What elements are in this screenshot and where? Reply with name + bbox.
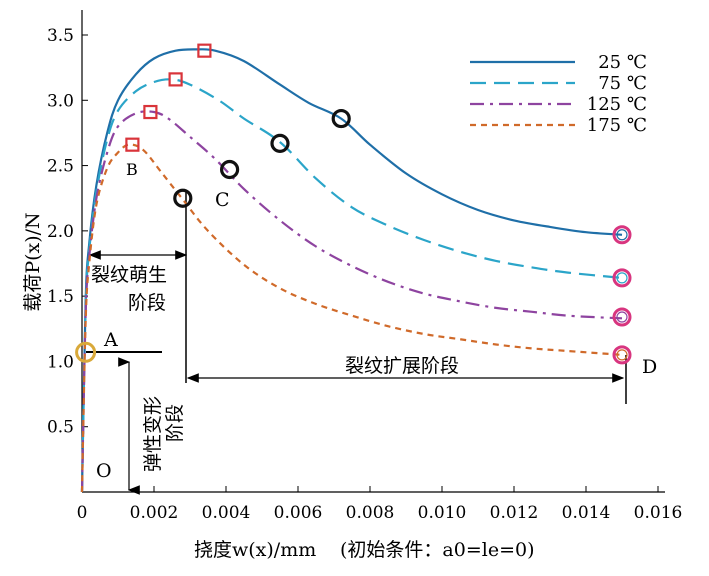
end-marker-inner-3	[616, 311, 628, 323]
y-tick-label: 0.5	[47, 418, 74, 438]
x-tick-label: 0.010	[418, 503, 467, 523]
label-b: B	[126, 160, 138, 179]
x-axis-label: 挠度w(x)/mm	[194, 539, 316, 561]
y-tick-label: 3.0	[47, 91, 74, 111]
x-tick-label: 0	[77, 503, 88, 523]
peak-load-marker-3	[143, 104, 158, 120]
x-tick-label: 0.004	[202, 503, 251, 523]
legend-label-4: 175 ℃	[587, 115, 647, 136]
y-axis-title: 载荷P(x)/N	[22, 212, 44, 311]
series-line-3	[80, 110, 623, 493]
peak-load-marker-4	[125, 137, 140, 152]
label-d: D	[642, 356, 657, 378]
y-tick-label: 1.5	[47, 287, 74, 307]
peak-load-marker-2	[168, 72, 183, 87]
end-marker-1	[612, 225, 632, 245]
end-marker-inner-4	[616, 349, 628, 361]
y-axis-ticks: 0.5 1.0 1.5 2.0 2.5 3.0 3.5	[47, 26, 88, 438]
crack-initiation-label-1: 裂纹萌生	[91, 264, 167, 286]
elastic-stage-text-1: 弹性变形	[142, 396, 164, 472]
end-marker-2	[612, 268, 632, 288]
crack-initiation-label-2: 阶段	[128, 292, 166, 314]
marker-layer	[75, 43, 632, 365]
y-tick-label: 2.0	[47, 222, 74, 242]
x-axis-ticks: 0 0.002 0.004 0.006 0.008 0.010 0.012 0.014 0.01…	[77, 486, 683, 523]
series-layer	[80, 48, 623, 493]
legend-label-3: 125 ℃	[587, 94, 647, 115]
peak-load-marker-1	[197, 43, 212, 58]
series-line-1	[80, 48, 623, 493]
label-o: O	[96, 460, 112, 482]
crack-marker-2	[270, 133, 290, 153]
stage-annotations: A B C D O 裂纹萌生 阶段 裂纹扩展阶段 弹性变形 阶段	[86, 160, 657, 495]
elastic-stage-label-1: 弹性变形	[142, 396, 164, 472]
x-tick-label: 0.016	[634, 503, 683, 523]
label-a: A	[103, 329, 118, 351]
plot-frame	[81, 10, 665, 493]
elastic-stage-text-2: 阶段	[164, 404, 186, 442]
y-axis-label: 载荷P(x)/N	[22, 212, 44, 311]
x-tick-label: 0.006	[274, 503, 323, 523]
crack-marker-3	[220, 159, 240, 180]
y-tick-label: 1.0	[47, 352, 74, 372]
elastic-limit-marker	[75, 341, 97, 363]
series-line-2	[80, 78, 623, 493]
end-marker-inner-1	[616, 229, 628, 241]
end-marker-4	[612, 345, 632, 365]
legend-label-2: 75 ℃	[598, 73, 647, 94]
x-axis-condition-note: (初始条件：a0=le=0)	[340, 539, 535, 561]
x-tick-label: 0.002	[130, 503, 179, 523]
x-tick-label: 0.012	[490, 503, 539, 523]
label-c: C	[215, 189, 230, 211]
y-tick-label: 2.5	[47, 157, 74, 177]
x-tick-label: 0.014	[562, 503, 611, 523]
crack-marker-4	[173, 188, 193, 208]
crack-growth-label: 裂纹扩展阶段	[345, 355, 459, 377]
end-marker-3	[612, 307, 632, 327]
legend-label-1: 25 ℃	[598, 52, 647, 73]
series-line-4	[80, 143, 623, 493]
crack-marker-1	[331, 108, 351, 129]
x-tick-label: 0.008	[346, 503, 395, 523]
elastic-stage-label-2: 阶段	[164, 404, 186, 442]
end-marker-inner-2	[616, 272, 628, 284]
y-tick-label: 3.5	[47, 26, 74, 46]
